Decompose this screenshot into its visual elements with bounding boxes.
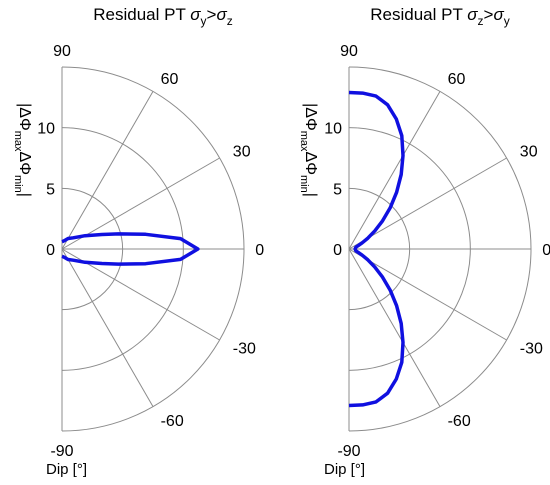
theta-axis-label: Dip [°] <box>324 461 365 478</box>
polar-chart-right: Residual PT σz>σy 90 60 30 0 -30 -60 -90 0 5 10 |… <box>298 5 550 478</box>
theta-tick-label: 90 <box>53 43 71 60</box>
theta-tick-label: -30 <box>233 341 256 358</box>
polar-grid <box>61 66 245 432</box>
theta-tick-label: -60 <box>161 413 184 430</box>
theta-tick-label: 60 <box>161 71 179 88</box>
polar-chart-left: Residual PT σy>σz 90 60 30 0 -30 -60 -90 0 5 10 |… <box>12 5 264 478</box>
grid-spoke <box>348 248 441 407</box>
grid-spoke <box>348 248 507 341</box>
chart-title: Residual PT σy>σz <box>93 5 232 28</box>
grid-spoke <box>348 91 441 250</box>
radial-tick-label: 0 <box>333 242 342 259</box>
tick-labels: 90 60 30 0 -30 -60 -90 0 5 10 <box>37 43 264 460</box>
theta-tick-label: 0 <box>255 242 264 259</box>
polar-grid <box>348 66 532 432</box>
theta-tick-label: -90 <box>50 443 73 460</box>
tick-labels: 90 60 30 0 -30 -60 -90 0 5 10 <box>324 43 550 460</box>
theta-tick-label: 90 <box>340 43 358 60</box>
radial-tick-label: 10 <box>324 121 342 138</box>
data-layer <box>61 232 200 266</box>
radial-tick-label: 0 <box>46 242 55 259</box>
theta-axis-label: Dip [°] <box>46 461 87 478</box>
grid-spoke <box>61 91 154 250</box>
theta-tick-label: 30 <box>520 143 538 160</box>
theta-tick-label: 0 <box>542 242 550 259</box>
series-line <box>61 232 200 266</box>
radial-tick-label: 5 <box>333 181 342 198</box>
radial-axis-label: |ΔΦmaxΔΦmin| <box>12 103 33 197</box>
chart-title: Residual PT σz>σy <box>370 5 509 28</box>
grid-spoke <box>61 248 154 407</box>
radial-tick-label: 10 <box>37 121 55 138</box>
theta-tick-label: -90 <box>337 443 360 460</box>
radial-axis-label: |ΔΦmaxΔΦmin| <box>298 103 319 197</box>
series-line <box>348 90 405 408</box>
theta-tick-label: 30 <box>233 143 251 160</box>
grid-spoke <box>348 157 507 250</box>
theta-tick-label: -30 <box>520 341 543 358</box>
theta-tick-label: -60 <box>448 413 471 430</box>
theta-tick-label: 60 <box>448 71 466 88</box>
radial-tick-label: 5 <box>46 181 55 198</box>
data-layer <box>348 90 405 408</box>
